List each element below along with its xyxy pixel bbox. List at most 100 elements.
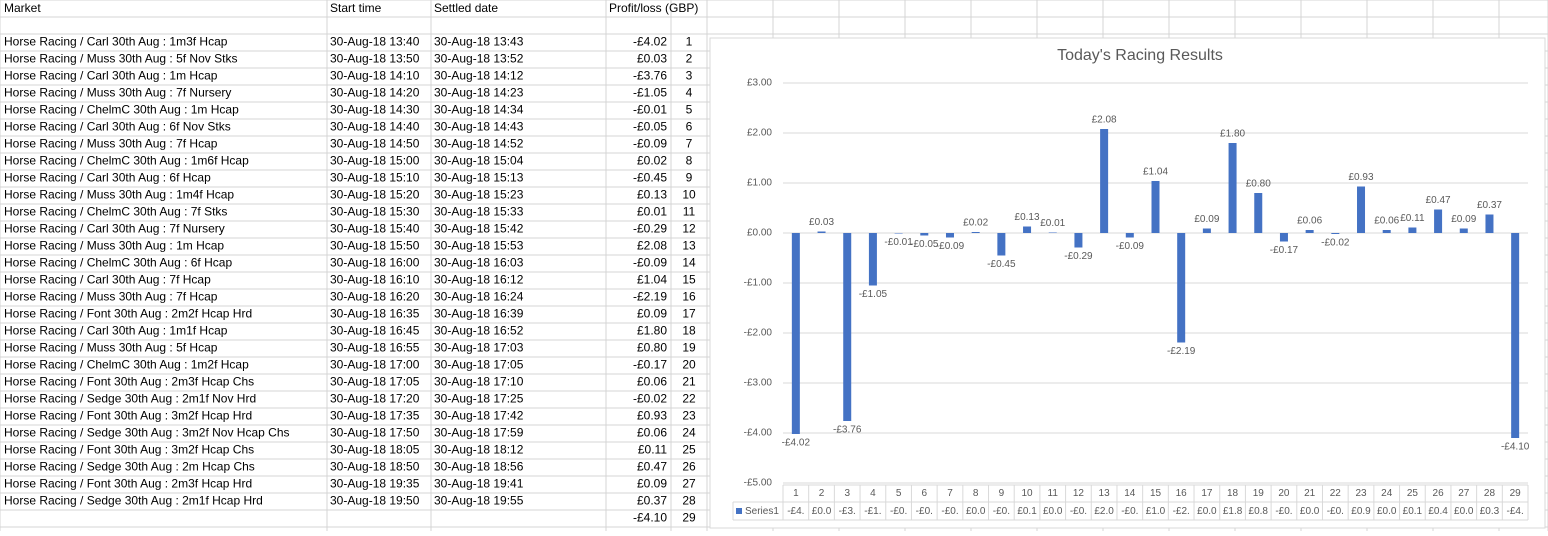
x-tick-label: 1 — [793, 488, 799, 499]
start-cell: 30-Aug-18 15:20 — [330, 188, 420, 202]
bar — [1151, 181, 1160, 233]
bar — [1125, 233, 1134, 238]
x-tick-label: 7 — [947, 488, 953, 499]
chart: Today's Racing Results -£5.00 -£4.00 -£3.0… — [732, 47, 1530, 521]
profit-cell: -£0.05 — [633, 120, 667, 134]
data-table-cell: -£0. — [1327, 506, 1344, 517]
data-label: -£0.29 — [1064, 251, 1093, 262]
x-tick-label: 6 — [922, 488, 928, 499]
bar — [971, 232, 980, 233]
start-cell: 30-Aug-18 18:50 — [330, 460, 420, 474]
profit-cell: £0.47 — [637, 460, 667, 474]
settled-cell: 30-Aug-18 19:41 — [434, 477, 524, 491]
x-tick-label: 3 — [844, 488, 850, 499]
bar — [817, 231, 826, 233]
bar — [997, 233, 1006, 256]
start-cell: 30-Aug-18 15:00 — [330, 154, 420, 168]
bar — [1074, 233, 1083, 248]
market-cell: Horse Racing / Font 30th Aug : 3m2f Hcap… — [4, 409, 252, 423]
start-cell: 30-Aug-18 14:30 — [330, 103, 420, 117]
settled-cell: 30-Aug-18 14:23 — [434, 86, 524, 100]
x-tick-label: 25 — [1407, 488, 1419, 499]
data-table-cell: £0.0 — [812, 506, 832, 517]
data-label: -£0.02 — [1321, 238, 1350, 249]
x-tick-label: 19 — [1253, 488, 1265, 499]
data-label: £0.13 — [1015, 212, 1040, 223]
profit-cell: £0.09 — [637, 307, 667, 321]
index-cell: 9 — [686, 171, 693, 185]
settled-cell: 30-Aug-18 16:24 — [434, 290, 524, 304]
data-label: £0.37 — [1477, 200, 1502, 211]
start-cell: 30-Aug-18 14:20 — [330, 86, 420, 100]
data-table-cell: -£0. — [1121, 506, 1138, 517]
profit-cell: £0.80 — [637, 341, 667, 355]
x-tick-label: 4 — [870, 488, 876, 499]
data-label: £0.47 — [1426, 195, 1451, 206]
data-table-cell: £0.0 — [1197, 506, 1217, 517]
x-tick-label: 27 — [1458, 488, 1470, 499]
bar — [1177, 233, 1186, 343]
data-label: -£0.45 — [987, 259, 1016, 270]
bar — [1023, 226, 1032, 233]
profit-cell: £1.80 — [637, 324, 667, 338]
index-cell: 14 — [682, 256, 696, 270]
data-label: £0.06 — [1297, 216, 1322, 227]
profit-cell: £2.08 — [637, 239, 667, 253]
market-cell: Horse Racing / Muss 30th Aug : 1m4f Hcap — [4, 188, 234, 202]
bar — [1228, 143, 1237, 233]
start-cell: 30-Aug-18 17:05 — [330, 375, 420, 389]
start-cell: 30-Aug-18 15:40 — [330, 222, 420, 236]
data-label: -£1.05 — [859, 289, 888, 300]
profit-cell: -£0.09 — [633, 137, 667, 151]
y-tick-label: -£2.00 — [744, 328, 773, 339]
index-cell: 17 — [682, 307, 696, 321]
market-cell: Horse Racing / ChelmC 30th Aug : 1m2f Hc… — [4, 358, 249, 372]
header-cell: Start time — [330, 1, 382, 15]
index-cell: 15 — [682, 273, 696, 287]
index-cell: 16 — [682, 290, 696, 304]
data-table-cell: -£0. — [890, 506, 907, 517]
data-label: -£2.19 — [1167, 346, 1196, 357]
index-cell: 21 — [682, 375, 696, 389]
start-cell: 30-Aug-18 16:35 — [330, 307, 420, 321]
profit-cell: -£0.02 — [633, 392, 667, 406]
data-label: £0.80 — [1246, 179, 1271, 190]
settled-cell: 30-Aug-18 15:53 — [434, 239, 524, 253]
data-label: £0.06 — [1374, 216, 1399, 227]
y-tick-label: £3.00 — [747, 78, 772, 89]
bar — [1382, 230, 1391, 233]
x-tick-label: 14 — [1124, 488, 1136, 499]
y-tick-label: -£4.00 — [744, 428, 773, 439]
data-label: £0.01 — [1040, 218, 1065, 229]
bar — [1434, 209, 1443, 233]
profit-cell: £0.93 — [637, 409, 667, 423]
index-cell: 26 — [682, 460, 696, 474]
settled-cell: 30-Aug-18 14:12 — [434, 69, 524, 83]
settled-cell: 30-Aug-18 16:39 — [434, 307, 524, 321]
x-tick-label: 15 — [1150, 488, 1162, 499]
data-table-cell: £0.3 — [1480, 506, 1500, 517]
x-tick-label: 10 — [1021, 488, 1033, 499]
profit-cell: £0.09 — [637, 477, 667, 491]
data-label: £0.03 — [809, 217, 834, 228]
y-tick-label: £0.00 — [747, 228, 772, 239]
bar — [1331, 233, 1340, 234]
market-cell: Horse Racing / Font 30th Aug : 3m2f Hcap… — [4, 443, 254, 457]
y-tick-label: £1.00 — [747, 178, 772, 189]
data-label: -£3.76 — [833, 425, 862, 436]
data-table-cell: £0.0 — [1043, 506, 1063, 517]
legend-entry: Series1 — [745, 506, 779, 517]
x-tick-label: 11 — [1048, 488, 1059, 499]
data-label: £1.80 — [1220, 129, 1245, 140]
start-cell: 30-Aug-18 16:45 — [330, 324, 420, 338]
header-cell: Settled date — [434, 1, 498, 15]
profit-cell: -£0.01 — [633, 103, 667, 117]
profit-cell: £1.04 — [637, 273, 667, 287]
x-tick-label: 18 — [1227, 488, 1239, 499]
start-cell: 30-Aug-18 19:35 — [330, 477, 420, 491]
market-cell: Horse Racing / Muss 30th Aug : 7f Hcap — [4, 137, 218, 151]
settled-cell: 30-Aug-18 19:55 — [434, 494, 524, 508]
legend-swatch — [736, 508, 742, 514]
x-tick-label: 22 — [1330, 488, 1342, 499]
settled-cell: 30-Aug-18 17:03 — [434, 341, 524, 355]
